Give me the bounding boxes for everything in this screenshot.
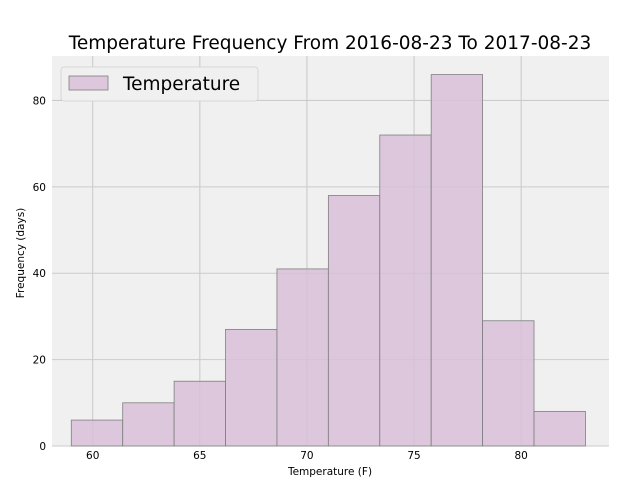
x-tick-label: 60	[86, 450, 99, 462]
histogram-bar	[173, 380, 226, 447]
chart-title: Temperature Frequency From 2016-08-23 To…	[68, 33, 592, 54]
y-tick-label: 0	[39, 441, 46, 453]
ticks-layer: 60 65 70 75 80 0 20 40 60 80	[33, 95, 528, 462]
y-tick-label: 80	[33, 95, 46, 107]
x-tick-label: 65	[193, 450, 206, 462]
histogram-bar	[327, 195, 381, 447]
histogram-bar	[482, 320, 535, 447]
legend-swatch	[68, 75, 109, 91]
x-tick-label: 80	[514, 450, 527, 462]
x-tick-label: 70	[300, 450, 313, 462]
bars-layer	[70, 74, 586, 447]
histogram-bar	[70, 419, 124, 447]
x-axis-label: Temperature (F)	[287, 466, 372, 478]
y-tick-label: 60	[33, 182, 46, 194]
histogram-bar	[276, 268, 329, 447]
histogram-bar	[225, 328, 278, 447]
histogram-bar	[533, 411, 586, 447]
x-tick-label: 75	[407, 450, 420, 462]
y-tick-label: 20	[33, 355, 46, 367]
legend-label: Temperature	[122, 74, 240, 95]
legend: Temperature	[60, 66, 259, 102]
histogram-bar	[430, 74, 484, 447]
legend-box	[60, 66, 259, 102]
histogram-bar	[379, 134, 432, 447]
y-axis-label: Frequency (days)	[15, 208, 27, 299]
histogram-bar	[122, 402, 175, 447]
y-tick-label: 40	[33, 268, 46, 280]
